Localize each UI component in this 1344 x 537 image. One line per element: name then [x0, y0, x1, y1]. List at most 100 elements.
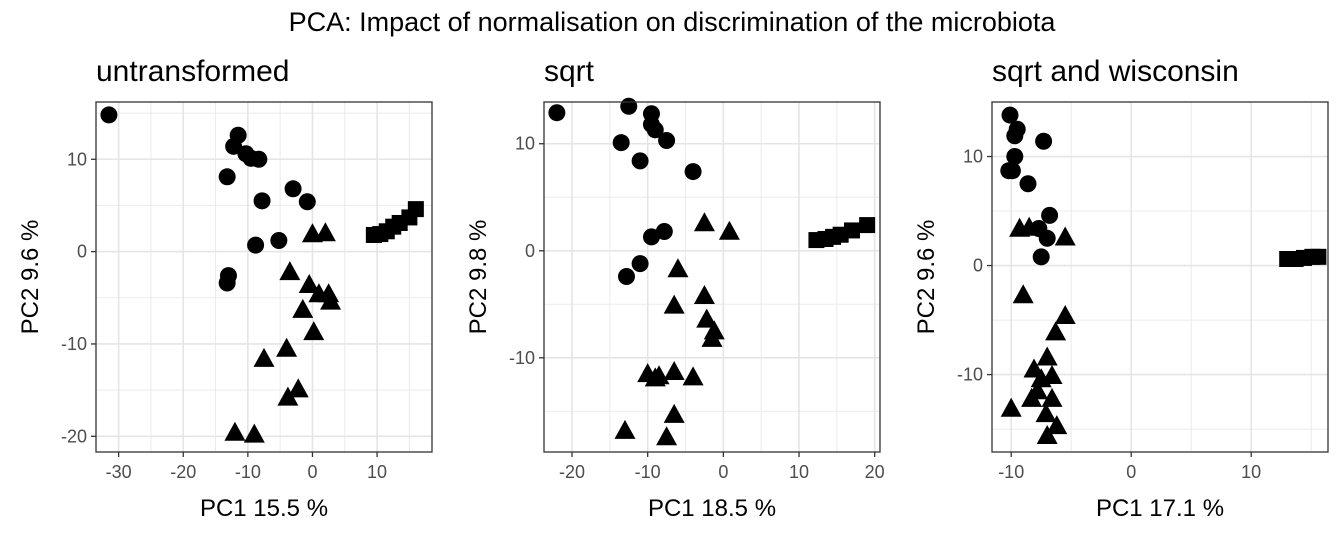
panel-1: -30 -20 -10 0 10 -20 -10 0 10 untransformed PC1 15… [17, 55, 433, 522]
data-point-triangle [693, 212, 715, 232]
x-tick-label: -30 [106, 462, 132, 482]
panel-title: untransformed [96, 55, 289, 88]
data-point-triangle [614, 419, 636, 439]
data-point-circle [218, 274, 236, 292]
data-point-triangle [277, 386, 299, 406]
x-tick-label: 0 [718, 462, 728, 482]
panel-border [991, 101, 1329, 453]
data-point-triangle [1018, 216, 1040, 236]
y-tick-label: 10 [515, 134, 535, 154]
panel-background [544, 102, 880, 452]
data-point-triangle [1041, 387, 1063, 407]
data-point-circle [1032, 248, 1050, 266]
y-tick-label: -10 [509, 348, 535, 368]
data-point-circle [1041, 206, 1059, 224]
data-point-triangle [298, 273, 320, 293]
panel-border [543, 101, 881, 453]
data-point-circle [631, 255, 649, 273]
panel-3: -10 0 10 -10 0 10 sqrt and wisconsin PC1 17.1 %… [913, 55, 1329, 522]
y-axis-label: PC2 9.8 % [465, 220, 492, 335]
x-tick-label: -10 [635, 462, 661, 482]
panel-background [992, 102, 1328, 452]
data-point-circle [617, 267, 635, 285]
data-point-circle [225, 137, 243, 155]
data-point-circle [1035, 132, 1053, 150]
data-point-triangle [1054, 226, 1076, 246]
data-point-circle [250, 150, 268, 168]
data-point-circle [284, 180, 302, 198]
x-tick-label: -20 [170, 462, 196, 482]
y-tick-label: 0 [525, 241, 535, 261]
x-tick-label: 20 [865, 462, 885, 482]
data-point-circle [612, 134, 630, 152]
y-tick-label: 0 [77, 242, 87, 262]
series-circle [548, 97, 702, 285]
y-tick-label: 10 [963, 147, 983, 167]
data-point-circle [655, 223, 673, 241]
panels: -30 -20 -10 0 10 -20 -10 0 10 untransformed PC1 15… [17, 55, 1329, 522]
series-triangle [224, 222, 342, 443]
series-triangle [614, 212, 740, 446]
data-point-square [844, 222, 860, 239]
series-square [808, 217, 876, 249]
x-axis-label: PC1 15.5 % [200, 495, 328, 522]
panel-title: sqrt [544, 55, 595, 88]
y-axis-label: PC2 9.6 % [913, 220, 940, 335]
data-point-triangle [1054, 305, 1076, 325]
data-point-circle [642, 228, 660, 246]
data-point-circle [631, 152, 649, 170]
x-tick-label: 0 [307, 462, 317, 482]
data-point-circle [1006, 148, 1024, 166]
data-point-triangle [1012, 284, 1034, 304]
data-point-circle [298, 193, 316, 211]
y-tick-label: -10 [957, 365, 983, 385]
data-point-triangle [303, 321, 325, 341]
data-point-circle [218, 168, 236, 186]
x-tick-label: -20 [559, 462, 585, 482]
data-point-triangle [224, 421, 246, 441]
series-triangle [1000, 216, 1076, 444]
x-tick-label: 10 [367, 462, 387, 482]
x-axis-label: PC1 17.1 % [1096, 495, 1224, 522]
data-point-circle [1003, 162, 1021, 180]
data-point-triangle [1035, 403, 1057, 423]
data-point-triangle [656, 426, 678, 446]
data-point-circle [1006, 127, 1024, 145]
data-point-square [859, 217, 876, 234]
panel-title: sqrt and wisconsin [992, 55, 1239, 88]
data-point-circle [1019, 175, 1037, 193]
series-circle [100, 106, 316, 292]
data-point-square [1310, 248, 1327, 265]
data-point-circle [1038, 229, 1056, 247]
y-tick-label: 10 [67, 149, 87, 169]
y-tick-label: -10 [61, 334, 87, 354]
data-point-triangle [682, 366, 704, 386]
data-point-triangle [320, 290, 342, 310]
x-tick-label: -10 [998, 462, 1024, 482]
data-point-circle [247, 236, 265, 254]
y-axis-label: PC2 9.6 % [17, 220, 44, 335]
data-point-triangle [292, 298, 314, 318]
figure-title: PCA: Impact of normalisation on discrimi… [289, 7, 1057, 37]
panel-2: -20 -10 0 10 20 -10 0 10 sqrt PC1 18.5 % PC2 9.8 % [465, 55, 885, 522]
x-tick-label: -10 [235, 462, 261, 482]
data-point-circle [620, 97, 638, 115]
data-point-triangle [1045, 321, 1067, 341]
panel-border [95, 101, 433, 453]
data-point-triangle [718, 220, 740, 240]
data-point-triangle [276, 337, 298, 357]
data-point-triangle [314, 222, 336, 242]
y-tick-label: -20 [61, 426, 87, 446]
data-point-triangle [253, 347, 275, 367]
data-point-circle [1001, 106, 1019, 124]
data-point-circle [548, 104, 566, 122]
data-point-triangle [693, 285, 715, 305]
data-point-circle [253, 192, 271, 210]
data-point-circle [646, 121, 664, 139]
data-point-circle [684, 163, 702, 181]
data-point-triangle [279, 261, 301, 281]
data-point-triangle [1000, 397, 1022, 417]
x-tick-label: 10 [789, 462, 809, 482]
data-point-triangle [696, 308, 718, 328]
